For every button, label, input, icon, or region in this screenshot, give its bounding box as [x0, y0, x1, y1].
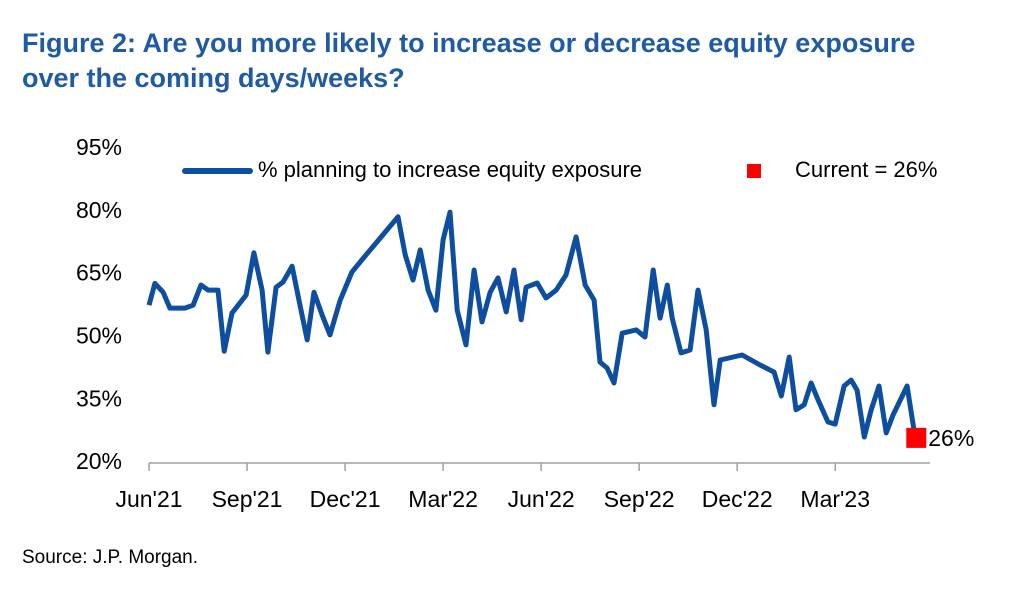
legend-swatch — [747, 164, 761, 178]
y-tick-label: 65% — [76, 260, 122, 286]
x-tick-label: Mar'23 — [800, 486, 870, 512]
x-tick-label: Jun'21 — [115, 486, 182, 512]
chart-title: over the coming days/weeks? — [22, 63, 405, 93]
current-marker — [906, 427, 927, 448]
data-line — [146, 209, 917, 440]
x-tick-label: Sep'22 — [604, 486, 675, 512]
x-tick-label: Dec'21 — [310, 486, 381, 512]
y-tick-label: 95% — [76, 134, 122, 160]
legend-label: Current = 26% — [795, 157, 937, 182]
x-tick-label: Mar'22 — [408, 486, 478, 512]
x-tick-label: Jun'22 — [508, 486, 575, 512]
y-tick-label: 20% — [76, 448, 122, 474]
source-note: Source: J.P. Morgan. — [22, 547, 198, 568]
legend-label: % planning to increase equity exposure — [258, 157, 642, 182]
x-tick-label: Sep'21 — [212, 486, 283, 512]
x-tick-label: Dec'22 — [702, 486, 773, 512]
current-label: 26% — [928, 425, 974, 451]
y-tick-label: 80% — [76, 197, 122, 223]
y-tick-label: 35% — [76, 385, 122, 411]
chart-title: Figure 2: Are you more likely to increas… — [22, 28, 915, 58]
y-tick-label: 50% — [76, 322, 122, 348]
